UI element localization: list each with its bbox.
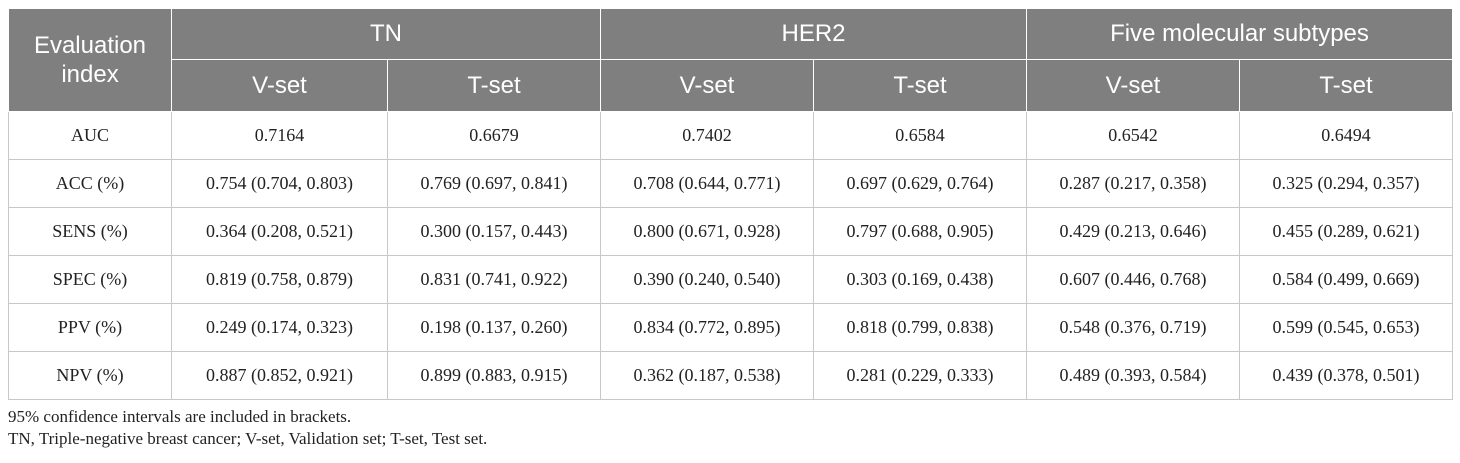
table-cell: 0.899 (0.883, 0.915): [387, 351, 601, 400]
footnote: TN, Triple-negative breast cancer; V-set…: [8, 429, 488, 448]
table-cell: 0.6542: [1026, 111, 1240, 160]
table-cell: 0.831 (0.741, 0.922): [387, 255, 601, 304]
sub-header: T-set: [813, 59, 1027, 112]
table-row: SPEC (%) 0.819 (0.758, 0.879) 0.831 (0.7…: [8, 255, 1453, 304]
group-header-tn: TN: [171, 8, 601, 60]
table-cell: 0.455 (0.289, 0.621): [1239, 207, 1453, 256]
row-label: AUC: [8, 111, 172, 160]
table-cell: 0.607 (0.446, 0.768): [1026, 255, 1240, 304]
table-cell: 0.548 (0.376, 0.719): [1026, 303, 1240, 352]
table-cell: 0.362 (0.187, 0.538): [600, 351, 814, 400]
sub-header: V-set: [171, 59, 388, 112]
table-cell: 0.797 (0.688, 0.905): [813, 207, 1027, 256]
row-header: Evaluation index: [8, 8, 172, 112]
table-cell: 0.6494: [1239, 111, 1453, 160]
table-cell: 0.303 (0.169, 0.438): [813, 255, 1027, 304]
group-header-her2: HER2: [600, 8, 1027, 60]
table-cell: 0.800 (0.671, 0.928): [600, 207, 814, 256]
table-cell: 0.697 (0.629, 0.764): [813, 159, 1027, 208]
table-cell: 0.818 (0.799, 0.838): [813, 303, 1027, 352]
row-label: ACC (%): [8, 159, 172, 208]
table-cell: 0.769 (0.697, 0.841): [387, 159, 601, 208]
table-cell: 0.754 (0.704, 0.803): [171, 159, 388, 208]
sub-header: V-set: [600, 59, 814, 112]
sub-header: T-set: [1239, 59, 1453, 112]
table-row: SENS (%) 0.364 (0.208, 0.521) 0.300 (0.1…: [8, 207, 1453, 256]
table-cell: 0.6679: [387, 111, 601, 160]
row-label: NPV (%): [8, 351, 172, 400]
table-cell: 0.300 (0.157, 0.443): [387, 207, 601, 256]
table-cell: 0.708 (0.644, 0.771): [600, 159, 814, 208]
row-label: SENS (%): [8, 207, 172, 256]
table-cell: 0.198 (0.137, 0.260): [387, 303, 601, 352]
table-cell: 0.6584: [813, 111, 1027, 160]
table-cell: 0.7164: [171, 111, 388, 160]
table-row: AUC 0.7164 0.6679 0.7402 0.6584 0.6542 0…: [8, 111, 1453, 160]
row-label: SPEC (%): [8, 255, 172, 304]
table-cell: 0.7402: [600, 111, 814, 160]
sub-header: V-set: [1026, 59, 1240, 112]
table-cell: 0.325 (0.294, 0.357): [1239, 159, 1453, 208]
table-cell: 0.584 (0.499, 0.669): [1239, 255, 1453, 304]
results-table: Evaluation index TN HER2 Five molecular …: [8, 8, 1453, 400]
table-cell: 0.819 (0.758, 0.879): [171, 255, 388, 304]
table-cell: 0.364 (0.208, 0.521): [171, 207, 388, 256]
table-cell: 0.887 (0.852, 0.921): [171, 351, 388, 400]
table-cell: 0.390 (0.240, 0.540): [600, 255, 814, 304]
table-footnotes: 95% confidence intervals are included in…: [8, 406, 1452, 450]
table-cell: 0.429 (0.213, 0.646): [1026, 207, 1240, 256]
sub-header: T-set: [387, 59, 601, 112]
table-cell: 0.281 (0.229, 0.333): [813, 351, 1027, 400]
table-row: ACC (%) 0.754 (0.704, 0.803) 0.769 (0.69…: [8, 159, 1453, 208]
table-cell: 0.599 (0.545, 0.653): [1239, 303, 1453, 352]
table-cell: 0.287 (0.217, 0.358): [1026, 159, 1240, 208]
table-cell: 0.489 (0.393, 0.584): [1026, 351, 1240, 400]
footnote: 95% confidence intervals are included in…: [8, 407, 352, 426]
table-cell: 0.439 (0.378, 0.501): [1239, 351, 1453, 400]
table-row: PPV (%) 0.249 (0.174, 0.323) 0.198 (0.13…: [8, 303, 1453, 352]
table-row: NPV (%) 0.887 (0.852, 0.921) 0.899 (0.88…: [8, 351, 1453, 400]
table-cell: 0.834 (0.772, 0.895): [600, 303, 814, 352]
row-label: PPV (%): [8, 303, 172, 352]
table-cell: 0.249 (0.174, 0.323): [171, 303, 388, 352]
table-container: Evaluation index TN HER2 Five molecular …: [8, 8, 1453, 450]
group-header-five-subtypes: Five molecular subtypes: [1026, 8, 1453, 60]
